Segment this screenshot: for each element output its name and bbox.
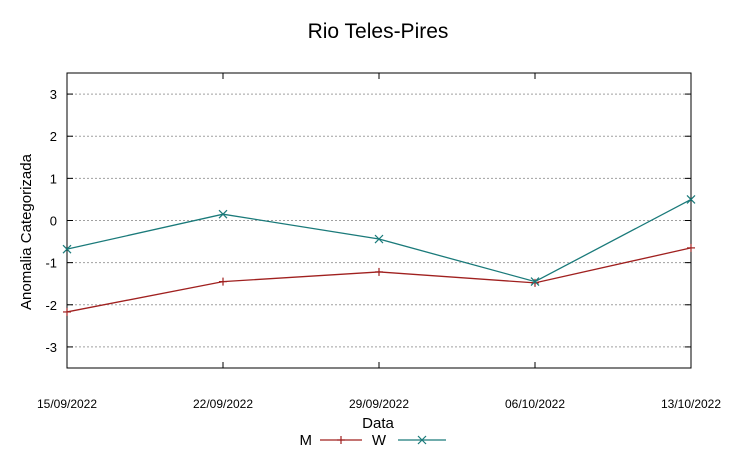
legend-label-m: M	[300, 432, 313, 449]
data-point-m	[687, 243, 695, 252]
y-tick-label: -3	[45, 340, 57, 355]
data-point-w	[374, 234, 384, 244]
y-tick-label: 3	[50, 87, 57, 102]
data-point-w	[62, 244, 72, 254]
x-tick-label: 06/10/2022	[505, 397, 565, 411]
x-axis-ticks: 15/09/2022 22/09/2022 29/09/2022 06/10/2022…	[37, 73, 721, 411]
data-point-m	[375, 267, 383, 276]
y-tick-label: 1	[50, 171, 57, 186]
y-tick-label: 2	[50, 129, 57, 144]
legend-marker-m	[337, 436, 345, 444]
data-point-w	[218, 209, 228, 219]
x-tick-label: 29/09/2022	[349, 397, 409, 411]
x-tick-label: 13/10/2022	[661, 397, 721, 411]
data-point-m	[219, 277, 227, 286]
data-point-m	[63, 307, 71, 316]
x-axis-label: Data	[362, 415, 394, 432]
legend-marker-w	[417, 435, 427, 445]
series-line-m	[66, 247, 692, 313]
legend-label-w: W	[372, 432, 387, 449]
chart-title: Rio Teles-Pires	[308, 20, 449, 43]
data-point-m	[531, 278, 539, 287]
y-axis-label: Anomalia Categorizada	[18, 153, 35, 310]
x-tick-label: 15/09/2022	[37, 397, 97, 411]
y-axis-ticks: -3 -2 -1 0 1 2 3	[45, 87, 691, 355]
data-point-w	[530, 277, 540, 287]
y-tick-label: -1	[45, 256, 57, 271]
data-point-w	[686, 195, 696, 204]
series-group	[62, 195, 696, 316]
grid	[67, 93, 691, 348]
x-tick-label: 22/09/2022	[193, 397, 253, 411]
y-tick-label: -2	[45, 298, 57, 313]
y-tick-label: 0	[50, 214, 57, 229]
